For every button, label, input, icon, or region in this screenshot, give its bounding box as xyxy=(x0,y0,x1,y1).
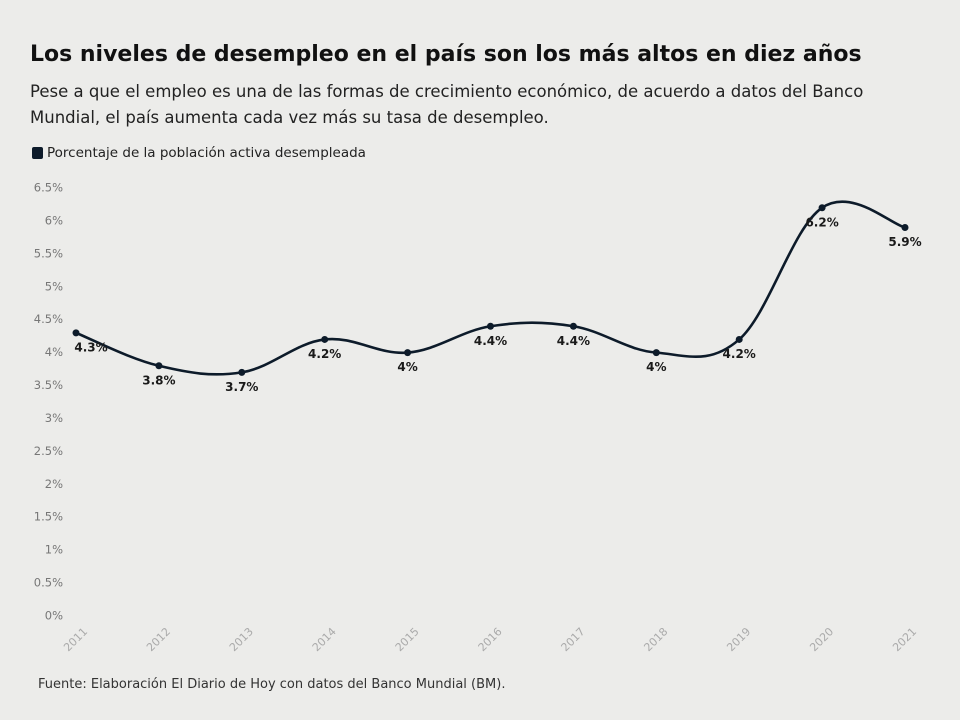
x-tick-label: 2017 xyxy=(559,625,588,654)
y-tick-label: 4% xyxy=(45,345,63,359)
point xyxy=(404,349,412,357)
point xyxy=(238,368,246,376)
y-tick-label: 0% xyxy=(45,609,63,623)
data-label: 4.2% xyxy=(723,347,756,361)
point xyxy=(652,349,660,357)
line xyxy=(75,200,906,376)
x-tick-label: 2019 xyxy=(724,625,753,654)
chart: 0% 0.5% 1% 1.5% 2% 2.5% 3% 3.5% 4% 4.5% 5% 5.5% 6% 6.… xyxy=(34,181,922,655)
data-label: 4% xyxy=(646,360,666,374)
x-tick-label: 2020 xyxy=(807,625,836,654)
data-label: 4.3% xyxy=(74,340,107,354)
x-tick-label: 2013 xyxy=(227,625,256,654)
y-tick-label: 6.5% xyxy=(34,181,63,195)
y-tick-label: 5% xyxy=(45,279,63,293)
y-tick-label: 2% xyxy=(45,477,63,491)
point xyxy=(901,224,909,232)
data-label: 4.2% xyxy=(308,347,341,361)
chart-title: Los niveles de desempleo en el país son … xyxy=(30,42,862,67)
x-tick-label: 2014 xyxy=(310,625,339,654)
legend-swatch xyxy=(32,147,43,159)
y-tick-label: 3% xyxy=(45,411,63,425)
y-tick-label: 1.5% xyxy=(34,510,63,524)
data-label: 4.4% xyxy=(474,334,507,348)
legend-label: Porcentaje de la población activa desemp… xyxy=(47,145,366,161)
chart-subtitle: Pese a que el empleo es una de las forma… xyxy=(30,82,864,127)
x-tick-label: 2015 xyxy=(393,625,422,654)
x-tick-label: 2016 xyxy=(476,625,505,654)
y-tick-label: 4.5% xyxy=(34,312,63,326)
y-tick-label: 6% xyxy=(45,213,63,227)
point xyxy=(569,322,577,330)
data-label: 4.4% xyxy=(557,334,590,348)
point xyxy=(321,335,329,343)
data-label: 3.8% xyxy=(142,373,175,387)
x-tick-label: 2012 xyxy=(144,625,173,654)
point xyxy=(155,362,163,370)
y-tick-label: 0.5% xyxy=(34,576,63,590)
data-label: 6.2% xyxy=(805,215,838,229)
point xyxy=(735,335,743,343)
data-label: 4% xyxy=(397,360,417,374)
y-tick-label: 3.5% xyxy=(34,378,63,392)
point xyxy=(818,204,826,212)
y-tick-label: 5.5% xyxy=(34,246,63,260)
data-label: 3.7% xyxy=(225,380,258,394)
legend: Porcentaje de la población activa desemp… xyxy=(32,145,366,161)
x-tick-label: 2021 xyxy=(890,625,919,654)
y-tick-label: 1% xyxy=(45,543,63,557)
x-tick-label: 2018 xyxy=(641,625,670,654)
point xyxy=(487,322,494,330)
y-tick-label: 2.5% xyxy=(34,444,63,458)
point xyxy=(72,329,80,337)
x-tick-label: 2011 xyxy=(61,625,90,654)
source-note: Fuente: Elaboración El Diario de Hoy con… xyxy=(38,677,506,692)
data-label: 5.9% xyxy=(888,235,921,249)
